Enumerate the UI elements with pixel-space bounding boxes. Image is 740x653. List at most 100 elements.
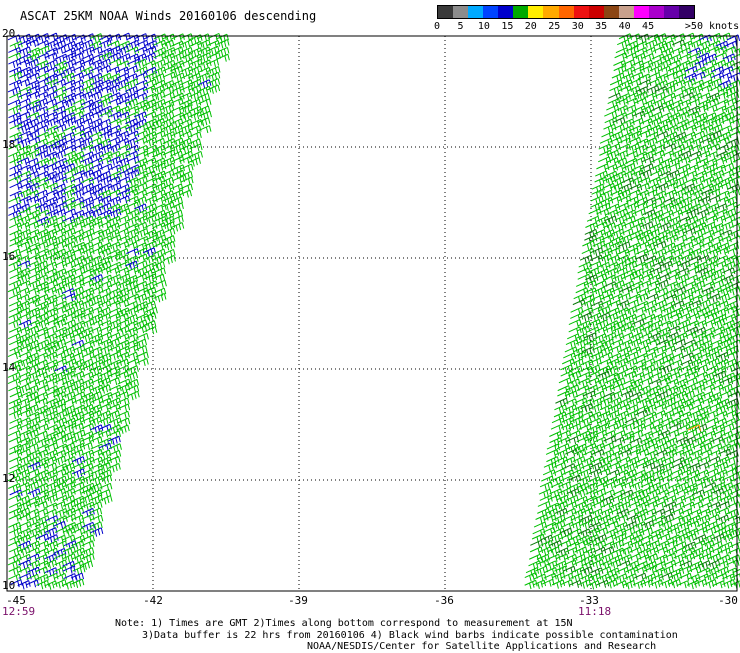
wind-barb xyxy=(584,435,598,445)
wind-barb xyxy=(116,228,130,237)
wind-barb xyxy=(80,371,94,380)
wind-barb xyxy=(613,65,627,75)
pass-time-left: 12:59 xyxy=(2,605,36,618)
wind-barb xyxy=(624,462,639,472)
wind-barb xyxy=(697,514,711,524)
wind-barb xyxy=(657,164,672,174)
wind-barb xyxy=(544,560,558,570)
wind-barb xyxy=(89,84,104,95)
wind-barb xyxy=(107,105,122,114)
wind-barb xyxy=(634,91,649,101)
wind-barb xyxy=(659,260,673,271)
wind-barb xyxy=(80,162,94,173)
wind-barb xyxy=(728,333,740,343)
wind-barb xyxy=(116,45,130,56)
wind-barb xyxy=(678,364,692,373)
wind-barb xyxy=(45,279,59,288)
wind-barb xyxy=(708,495,723,504)
wind-barb xyxy=(135,306,149,315)
wind-barb xyxy=(45,540,59,551)
wind-barb xyxy=(538,488,552,499)
wind-barb xyxy=(108,325,122,334)
wind-barb xyxy=(80,435,95,444)
wind-barb xyxy=(18,164,32,173)
wind-barb xyxy=(711,487,725,498)
wind-barb xyxy=(88,416,103,426)
wind-barb xyxy=(124,241,139,250)
wind-barb xyxy=(697,560,711,570)
wind-barb xyxy=(681,390,696,400)
wind-barb xyxy=(115,391,130,400)
wind-barb xyxy=(663,552,677,561)
wind-barb xyxy=(27,72,41,81)
wind-barb xyxy=(707,559,721,570)
wind-barb xyxy=(715,40,729,51)
wind-barb xyxy=(524,579,538,590)
wind-barb xyxy=(9,240,23,249)
wind-barb xyxy=(669,149,684,160)
wind-barb xyxy=(89,99,103,109)
wind-barb xyxy=(71,578,85,589)
wind-barb xyxy=(7,371,21,382)
wind-barb xyxy=(728,130,740,139)
wind-barb xyxy=(99,344,113,355)
wind-barb xyxy=(696,520,711,531)
wind-barb xyxy=(627,33,641,42)
wind-barb xyxy=(699,143,713,154)
wind-barb xyxy=(589,461,603,472)
colorbar-segment xyxy=(558,6,574,18)
wind-barb xyxy=(143,286,157,297)
wind-barb xyxy=(673,552,687,562)
wind-barb xyxy=(124,98,139,108)
wind-barb xyxy=(133,58,148,69)
wind-barb xyxy=(35,124,49,133)
wind-barb xyxy=(97,462,112,472)
wind-barb xyxy=(689,294,704,303)
colorbar-segment xyxy=(679,6,695,18)
wind-barb xyxy=(36,318,50,329)
wind-barb xyxy=(44,502,59,511)
wind-barb xyxy=(71,332,85,341)
wind-barb xyxy=(54,409,68,420)
wind-barb xyxy=(652,98,666,108)
wind-barb xyxy=(714,469,728,479)
wind-barb xyxy=(732,568,740,574)
wind-barb xyxy=(699,340,713,350)
wind-barb xyxy=(126,169,140,179)
wind-barb xyxy=(117,84,131,93)
wind-barb xyxy=(45,307,59,317)
wind-barb xyxy=(715,566,730,576)
wind-barb xyxy=(162,47,176,57)
wind-barb xyxy=(98,195,112,205)
wind-barb xyxy=(53,436,67,445)
wind-barb xyxy=(90,286,104,295)
wind-barb xyxy=(35,508,49,517)
wind-barb xyxy=(98,118,112,127)
wind-barb xyxy=(72,456,86,466)
wind-barb xyxy=(573,501,588,511)
wind-barb xyxy=(72,521,86,531)
wind-barb xyxy=(142,300,157,309)
wind-barb xyxy=(180,123,194,134)
wind-barb xyxy=(719,390,733,399)
wind-barb xyxy=(179,104,193,114)
wind-barb xyxy=(612,273,626,283)
wind-barb xyxy=(35,527,49,537)
wind-barb xyxy=(88,169,103,179)
wind-barb xyxy=(98,403,112,412)
wind-barb xyxy=(81,351,95,360)
wind-barb xyxy=(719,488,733,498)
wind-barb xyxy=(690,33,705,42)
wind-barb xyxy=(694,423,708,434)
wind-barb xyxy=(607,98,621,108)
wind-barb xyxy=(701,176,715,186)
wind-barb xyxy=(731,425,740,434)
wind-barb xyxy=(672,136,686,147)
wind-barb xyxy=(717,547,731,556)
wind-barb xyxy=(659,53,673,63)
wind-barb xyxy=(72,143,86,152)
wind-barb xyxy=(662,242,677,252)
wind-barb xyxy=(650,579,664,589)
wind-barb xyxy=(151,254,166,265)
wind-barb xyxy=(605,422,619,431)
